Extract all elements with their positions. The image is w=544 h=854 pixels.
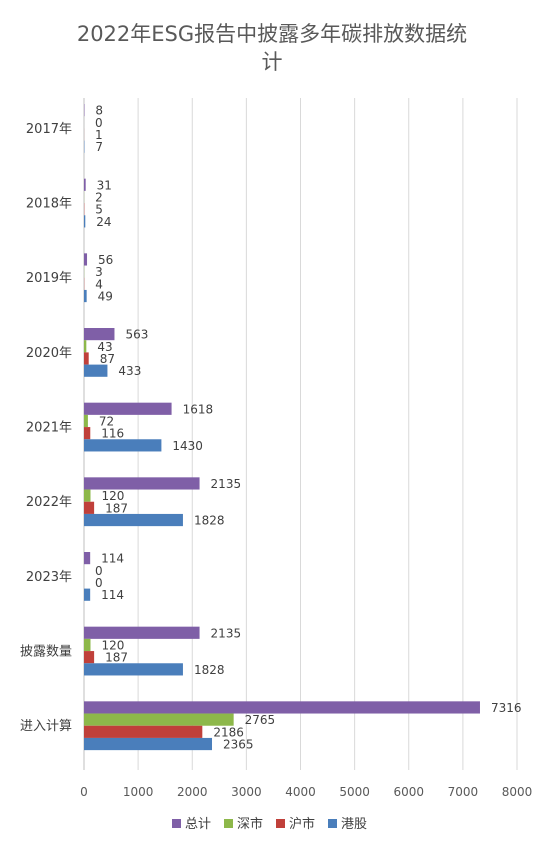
bar-沪市-2022年 xyxy=(84,501,95,514)
bar-港股-进入计算 xyxy=(84,737,213,751)
bar-总计-2023年 xyxy=(84,552,91,565)
data-label-深市-2018年: 2 xyxy=(95,190,103,204)
legend: 总计 深市 沪市 港股 xyxy=(172,816,367,832)
labels-group: 0 1000 2000 3000 4000 5000 6000 7000 80008017201… xyxy=(20,104,532,799)
data-label-深市-2021年: 72 xyxy=(99,414,114,428)
legend-swatch-深市 xyxy=(224,819,233,828)
bar-总计-披露数量 xyxy=(84,626,200,639)
x-tick-label-4000: 4000 xyxy=(285,785,316,799)
data-label-深市-2023年: 0 xyxy=(95,564,103,578)
x-tick-label-7000: 7000 xyxy=(448,785,479,799)
x-tick-label-5000: 5000 xyxy=(339,785,370,799)
bar-深市-2021年 xyxy=(84,414,88,428)
data-label-总计-2017年: 8 xyxy=(95,104,103,118)
data-label-沪市-2022年: 187 xyxy=(105,501,128,515)
legend-label-港股: 港股 xyxy=(341,817,367,832)
legend-swatch-港股 xyxy=(328,819,337,828)
x-tick-label-3000: 3000 xyxy=(231,785,262,799)
bar-港股-2022年 xyxy=(84,513,183,527)
bar-总计-2018年 xyxy=(84,178,86,191)
x-tick-label-6000: 6000 xyxy=(393,785,424,799)
data-label-深市-2022年: 120 xyxy=(101,489,124,503)
data-label-沪市-2021年: 116 xyxy=(101,427,124,441)
data-label-总计-进入计算: 7316 xyxy=(491,701,522,715)
bar-港股-披露数量 xyxy=(84,663,183,676)
data-label-沪市-2018年: 5 xyxy=(95,203,103,217)
legend-swatch-沪市 xyxy=(276,819,285,828)
category-label-2018年: 2018年 xyxy=(26,197,72,212)
data-label-港股-2021年: 1430 xyxy=(172,439,203,453)
bar-港股-2020年 xyxy=(84,364,108,377)
chart-title-line-1: 2022年ESG报告中披露多年碳排放数据统 xyxy=(77,22,467,46)
data-label-深市-2019年: 3 xyxy=(95,265,103,279)
data-label-沪市-2023年: 0 xyxy=(95,576,103,590)
chart-title-line-2: 计 xyxy=(262,50,283,74)
category-label-2020年: 2020年 xyxy=(26,346,72,361)
bar-沪市-进入计算 xyxy=(84,725,203,738)
bar-沪市-2020年 xyxy=(84,352,89,365)
data-label-总计-2019年: 56 xyxy=(98,253,113,267)
data-label-港股-2023年: 114 xyxy=(101,588,124,602)
bar-深市-2020年 xyxy=(84,340,87,353)
data-label-深市-披露数量: 120 xyxy=(101,638,124,652)
data-label-港股-2022年: 1828 xyxy=(194,514,225,528)
x-tick-label-0: 0 xyxy=(80,785,88,799)
data-label-总计-2023年: 114 xyxy=(101,552,124,566)
data-label-港股-2020年: 433 xyxy=(118,364,141,378)
bar-港股-2023年 xyxy=(84,588,91,601)
bar-总计-2021年 xyxy=(84,402,172,415)
x-tick-label-2000: 2000 xyxy=(177,785,208,799)
category-label-披露数量: 披露数量 xyxy=(20,645,72,660)
legend-label-总计: 总计 xyxy=(185,817,211,832)
data-label-港股-2017年: 7 xyxy=(95,140,103,154)
bar-沪市-披露数量 xyxy=(84,651,95,664)
bar-总计-2019年 xyxy=(84,253,88,266)
category-label-2022年: 2022年 xyxy=(26,495,72,510)
bar-深市-2022年 xyxy=(84,489,91,502)
data-label-深市-2020年: 43 xyxy=(97,340,112,354)
bar-港股-2018年 xyxy=(84,215,86,228)
legend-swatch-总计 xyxy=(172,819,181,828)
legend-label-深市: 深市 xyxy=(237,816,263,832)
bar-总计-进入计算 xyxy=(84,701,480,714)
bar-总计-2020年 xyxy=(84,328,115,341)
data-label-沪市-2019年: 4 xyxy=(95,277,103,291)
bar-港股-2021年 xyxy=(84,439,162,452)
x-tick-label-8000: 8000 xyxy=(502,785,533,799)
bar-深市-进入计算 xyxy=(84,713,234,726)
bar-深市-披露数量 xyxy=(84,638,91,652)
data-label-沪市-2017年: 1 xyxy=(95,128,103,142)
bars-group xyxy=(84,104,480,751)
category-label-2019年: 2019年 xyxy=(26,271,72,286)
data-label-港股-进入计算: 2365 xyxy=(223,738,254,752)
data-label-沪市-2020年: 87 xyxy=(100,352,115,366)
data-label-港股-2019年: 49 xyxy=(98,290,113,304)
category-label-进入计算: 进入计算 xyxy=(20,719,72,734)
data-label-总计-披露数量: 2135 xyxy=(211,626,242,640)
legend-label-沪市: 沪市 xyxy=(289,816,315,832)
data-label-深市-2017年: 0 xyxy=(95,116,103,130)
data-label-总计-2021年: 1618 xyxy=(183,402,214,416)
data-label-总计-2020年: 563 xyxy=(125,328,148,342)
data-label-总计-2022年: 2135 xyxy=(211,477,242,491)
data-label-沪市-进入计算: 2186 xyxy=(213,725,244,739)
category-label-2021年: 2021年 xyxy=(26,421,72,436)
data-label-总计-2018年: 31 xyxy=(97,178,112,192)
bar-沪市-2021年 xyxy=(84,427,91,440)
category-label-2023年: 2023年 xyxy=(26,570,72,585)
data-label-港股-披露数量: 1828 xyxy=(194,663,225,677)
data-label-深市-进入计算: 2765 xyxy=(245,713,276,727)
data-label-沪市-披露数量: 187 xyxy=(105,651,128,665)
bar-总计-2022年 xyxy=(84,477,200,490)
category-label-2017年: 2017年 xyxy=(26,122,72,137)
gridlines xyxy=(83,98,518,770)
x-tick-label-1000: 1000 xyxy=(123,785,154,799)
bar-港股-2019年 xyxy=(84,289,87,303)
data-label-港股-2018年: 24 xyxy=(96,215,111,229)
